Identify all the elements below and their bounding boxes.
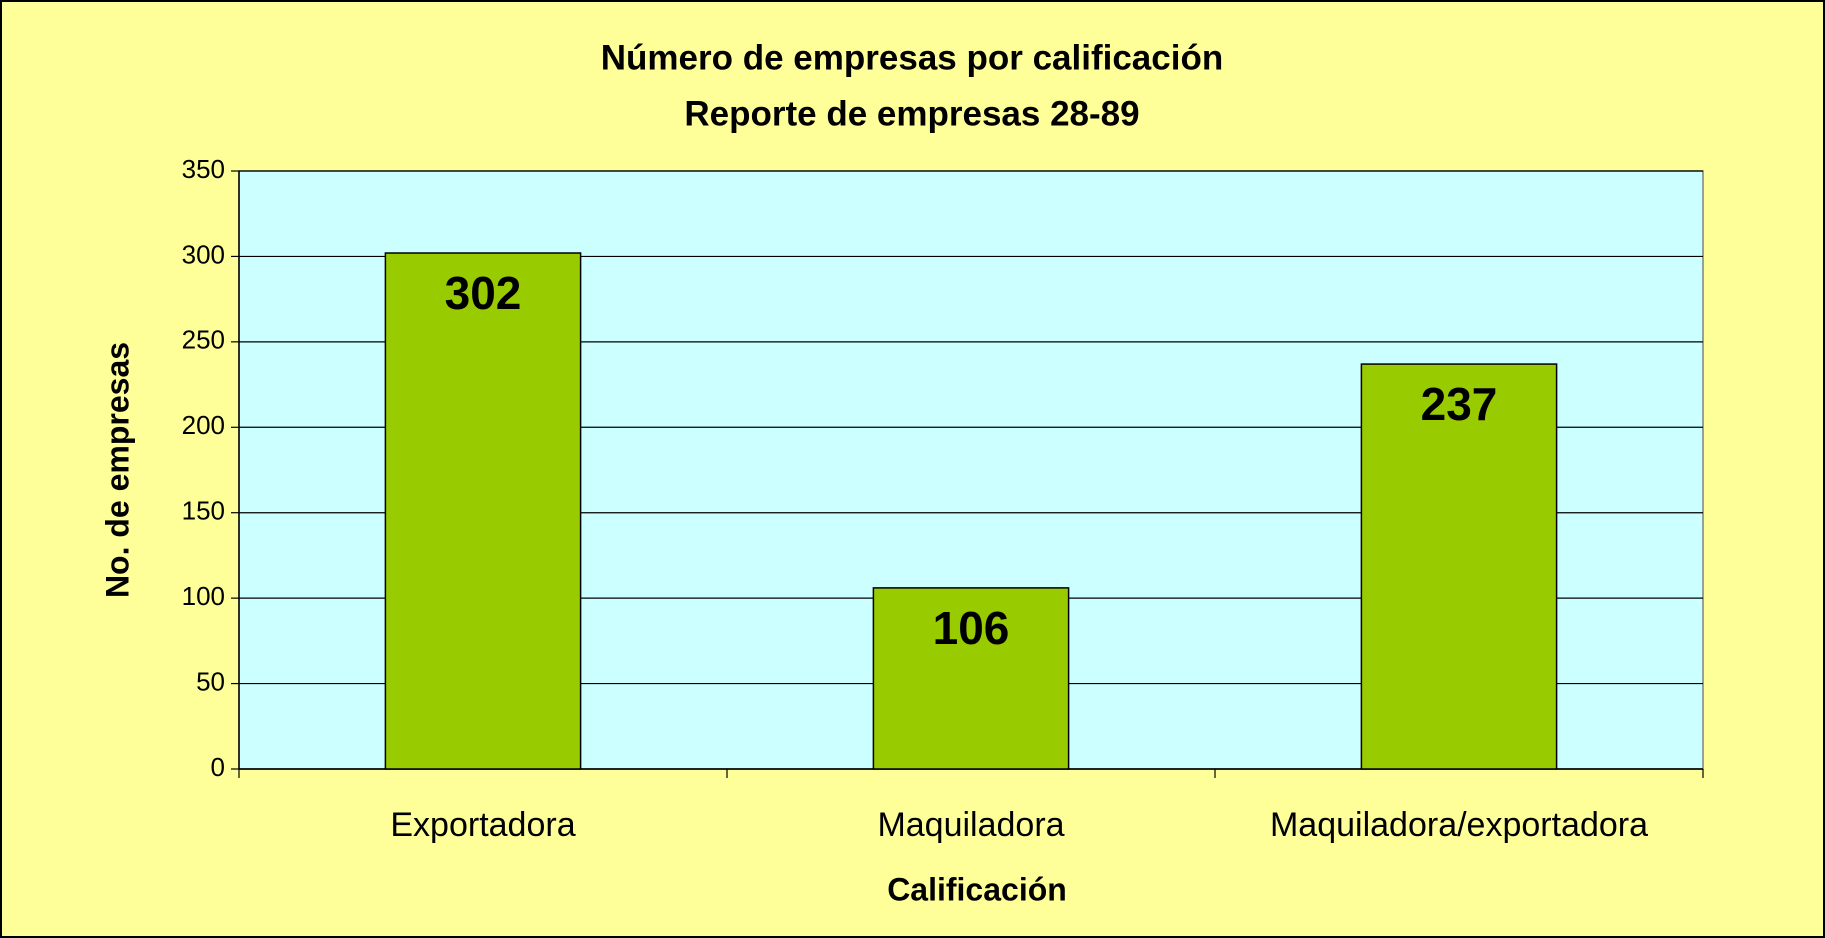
bar <box>1360 363 1558 770</box>
data-label: 106 <box>933 602 1010 654</box>
chart-title: Número de empresas por calificación <box>601 38 1223 77</box>
y-tick-label: 350 <box>182 154 225 184</box>
x-axis-title: Calificación <box>887 871 1067 907</box>
y-tick-label: 150 <box>182 496 225 526</box>
y-axis-title: No. de empresas <box>99 342 135 598</box>
y-tick-label: 0 <box>211 752 225 782</box>
y-tick-label: 50 <box>196 666 225 696</box>
x-tick-label: Maquiladora/exportadora <box>1270 806 1648 844</box>
data-label: 237 <box>1421 378 1498 430</box>
chart-subtitle: Reporte de empresas 28-89 <box>684 94 1139 133</box>
y-tick-label: 250 <box>182 325 225 355</box>
y-tick-label: 100 <box>182 581 225 611</box>
x-tick-label: Exportadora <box>390 806 575 844</box>
data-label: 302 <box>445 267 522 319</box>
x-tick-label: Maquiladora <box>877 806 1064 844</box>
bar <box>384 252 582 770</box>
y-tick-label: 200 <box>182 410 225 440</box>
bar <box>872 587 1070 770</box>
y-tick-label: 300 <box>182 239 225 269</box>
